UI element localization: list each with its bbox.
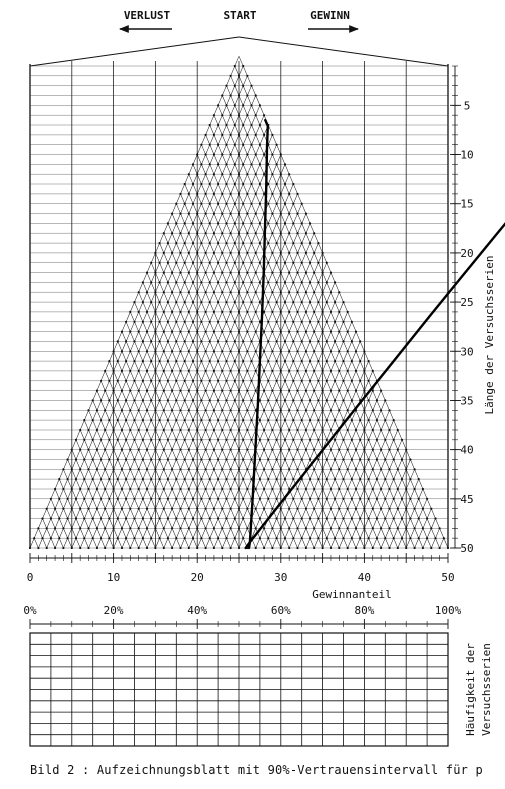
header-gewinn-label: GEWINN <box>310 9 350 22</box>
percent-axis-tick-label: 80% <box>354 604 374 617</box>
percent-axis: 0% 20% 40% 60% 80% 100% <box>23 604 462 629</box>
figure-caption: Bild 2 : Aufzeichnungsblatt mit 90%-Vert… <box>30 763 483 777</box>
y-axis-tick-label: 15 <box>460 198 473 211</box>
histogram-grid-lines <box>29 632 449 747</box>
percent-axis-tick-label: 40% <box>187 604 207 617</box>
percent-axis-tick-label: 60% <box>271 604 291 617</box>
x-axis-label: Gewinnanteil <box>312 588 391 601</box>
y-axis-tick-label: 5 <box>464 99 471 112</box>
confidence-curves <box>244 118 505 550</box>
percent-axis-tick-label: 0% <box>23 604 37 617</box>
start-line-left <box>29 36 240 67</box>
histogram-label-line2: Versuchsserien <box>480 643 493 736</box>
x-axis: 0 10 20 30 40 50 <box>27 553 455 584</box>
x-axis-tick-label: 40 <box>358 571 371 584</box>
y-axis-tick-label: 45 <box>460 493 473 506</box>
x-axis-tick-label: 0 <box>27 571 34 584</box>
path-lattice <box>28 36 450 550</box>
y-axis-label: Länge der Versuchsserien <box>483 256 496 415</box>
y-axis-tick-label: 40 <box>460 444 473 457</box>
histogram-grid <box>29 632 449 747</box>
header-start-label: START <box>223 9 256 22</box>
x-axis-tick-label: 10 <box>107 571 120 584</box>
x-axis-tick-label: 30 <box>274 571 287 584</box>
y-axis-tick-label: 10 <box>460 149 473 162</box>
confidence-curve-lower <box>247 118 269 550</box>
y-axis: 5 10 15 20 25 30 35 40 45 50 <box>450 65 474 555</box>
percent-axis-tick-label: 20% <box>104 604 124 617</box>
lattice-vertical-guides <box>71 61 407 548</box>
y-axis-tick-label: 35 <box>460 394 473 407</box>
histogram-label-line1: Häufigkeit der <box>464 643 477 736</box>
x-axis-tick-label: 50 <box>441 571 454 584</box>
percent-axis-tick-label: 100% <box>435 604 462 617</box>
start-line-right <box>238 36 449 67</box>
y-axis-tick-label: 30 <box>460 345 473 358</box>
histogram-frame <box>29 632 449 747</box>
y-axis-tick-label: 25 <box>460 296 473 309</box>
x-axis-tick-label: 20 <box>191 571 204 584</box>
y-axis-tick-label: 20 <box>460 247 473 260</box>
header-verlust-label: VERLUST <box>124 9 171 22</box>
y-axis-tick-label: 50 <box>460 542 473 555</box>
confidence-curve-upper <box>244 222 505 550</box>
